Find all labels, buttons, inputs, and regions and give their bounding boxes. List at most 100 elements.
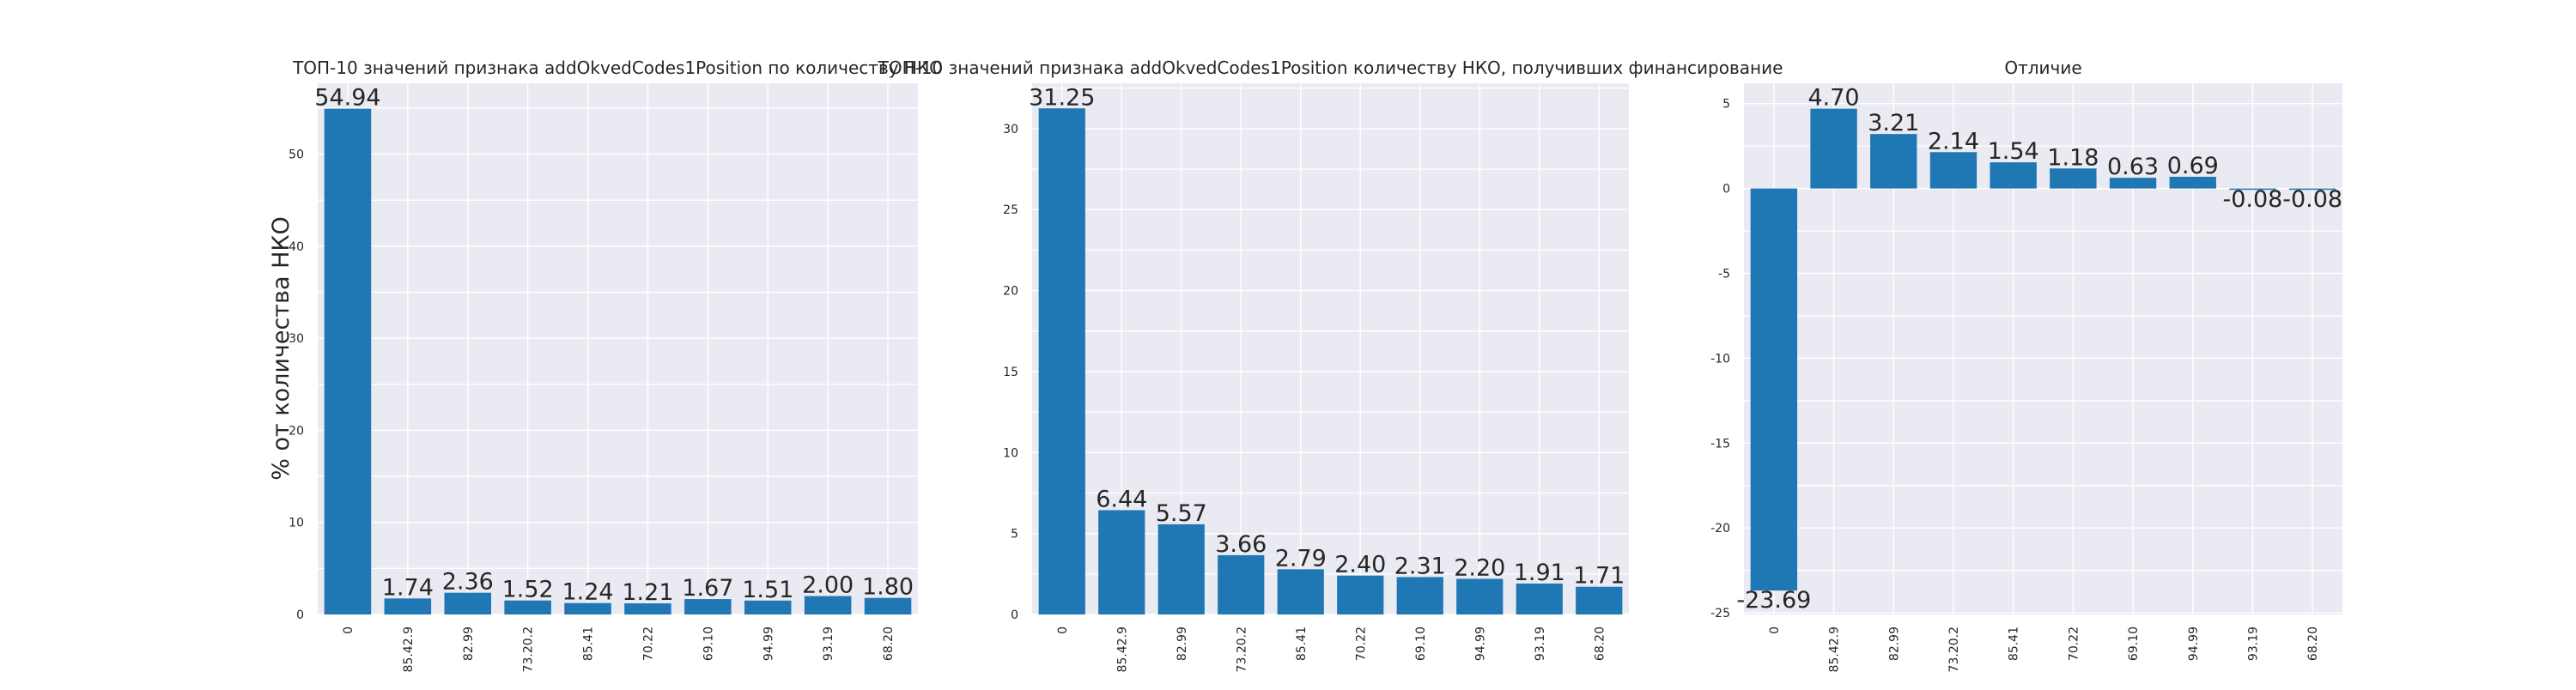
bar [384, 598, 432, 614]
bar-value-label: 1.51 [742, 577, 793, 603]
x-tick-label: 93.19 [822, 626, 835, 661]
bar [1576, 586, 1623, 614]
chart-panel-2: 31.25 6.44 5.57 3.66 2.79 2.40 2.31 2.20 1.91 1.7… [878, 58, 1783, 672]
x-tick-label: 69.10 [1414, 626, 1428, 661]
bar-value-label: 5.57 [1156, 500, 1207, 527]
chart-panel-3: -23.694.703.212.14 1.54 1.18 0.63 0.69-0.08-… [1710, 58, 2342, 672]
y-tick-label: 30 [289, 332, 304, 346]
bar-value-label: 3.21 [1868, 110, 1919, 136]
x-tick-label: 93.19 [1534, 626, 1547, 661]
x-tick-label: 70.22 [1354, 626, 1368, 661]
y-tick-label: 40 [289, 240, 304, 254]
x-tick-label: 85.41 [582, 626, 596, 661]
bar [1456, 578, 1504, 614]
bar-value-label: 2.14 [1928, 128, 1979, 154]
x-tick-label: 85.42.9 [402, 626, 416, 672]
x-tick-label: 94.99 [762, 626, 775, 661]
bar [1098, 510, 1145, 614]
bar-value-label: 1.74 [382, 574, 434, 601]
bar-value-label: 31.25 [1029, 84, 1095, 111]
x-tick-label: 70.22 [641, 626, 655, 661]
bar-value-label: 1.91 [1514, 560, 1565, 586]
x-tick-label: 85.42.9 [1828, 626, 1842, 672]
y-tick-label: -5 [1718, 267, 1730, 281]
bar [2050, 168, 2097, 189]
y-tick-label: 0 [296, 608, 304, 622]
y-tick-label: 0 [1011, 608, 1018, 622]
bar [1516, 583, 1563, 614]
x-tick-label: 85.42.9 [1115, 626, 1129, 672]
chart-title: Отличие [2004, 58, 2081, 78]
bar-value-label: 2.40 [1334, 552, 1386, 578]
x-tick-label: 94.99 [1473, 626, 1487, 661]
plot-area [318, 83, 918, 614]
bar [324, 108, 372, 614]
bar-value-label: 1.52 [502, 577, 554, 603]
x-tick-label: 82.99 [1887, 626, 1901, 661]
bar-value-label: 1.18 [2047, 144, 2099, 171]
bar-value-label: 0.63 [2107, 154, 2159, 180]
x-tick-label: 85.41 [2008, 626, 2021, 661]
x-tick-label: 69.10 [702, 626, 715, 661]
bar [1990, 162, 2037, 189]
x-tick-label: 0 [342, 626, 355, 634]
bar [684, 599, 732, 614]
x-tick-label: 73.20.2 [522, 626, 536, 672]
x-tick-label: 82.99 [462, 626, 476, 661]
bar [744, 600, 792, 614]
y-tick-label: -10 [1710, 352, 1730, 366]
y-tick-label: 15 [1003, 366, 1018, 379]
y-tick-label: 0 [1722, 183, 1730, 197]
bar [804, 596, 852, 614]
bar-value-label: 2.20 [1454, 554, 1505, 581]
bar [2109, 178, 2157, 189]
bar [504, 600, 551, 614]
bar-value-label: 2.00 [802, 572, 854, 599]
bar-value-label: 1.71 [1573, 563, 1625, 590]
y-tick-label: -20 [1710, 522, 1730, 536]
bar [1396, 577, 1443, 614]
bar-value-label: 4.70 [1807, 85, 1859, 112]
bar [1218, 554, 1265, 614]
x-tick-label: 68.20 [882, 626, 896, 661]
x-tick-label: 70.22 [2067, 626, 2081, 661]
bar [1277, 569, 1324, 614]
bar [2229, 188, 2276, 191]
x-tick-label: 68.20 [2306, 626, 2320, 661]
bar-value-label: 3.66 [1215, 531, 1267, 558]
y-tick-label: 20 [289, 424, 304, 438]
bar-value-label: 1.54 [1988, 138, 2039, 165]
x-tick-label: 82.99 [1176, 626, 1189, 661]
bar [2288, 188, 2336, 191]
bar-value-label: -23.69 [1736, 587, 1811, 614]
y-tick-label: 5 [1011, 528, 1018, 542]
bar-value-label: 0.69 [2167, 153, 2219, 179]
bar-value-label: 1.80 [862, 574, 914, 601]
bar-value-label: -0.08 [2282, 186, 2342, 213]
bar-value-label: 1.67 [682, 575, 733, 602]
chart-panel-1: 54.94 1.74 2.36 1.52 1.24 1.21 1.67 1.51 2.00 1.8… [289, 58, 943, 672]
bar [864, 597, 912, 614]
bar-value-label: 2.79 [1275, 545, 1327, 572]
bar [1038, 108, 1085, 614]
bar-value-label: 1.24 [562, 579, 613, 606]
bar-value-label: 2.36 [442, 569, 494, 596]
x-tick-label: 0 [1768, 626, 1782, 634]
x-tick-label: 93.19 [2246, 626, 2260, 661]
bar-value-label: 54.94 [314, 85, 380, 112]
y-tick-label: 10 [289, 517, 304, 530]
bar-value-label: -0.08 [2223, 186, 2283, 213]
bar-value-label: 1.21 [622, 579, 673, 606]
y-tick-label: -25 [1710, 607, 1730, 620]
y-tick-label: 10 [1003, 446, 1018, 460]
y-tick-label: -15 [1710, 437, 1730, 451]
x-tick-label: 0 [1056, 626, 1070, 634]
bar [2169, 176, 2216, 189]
y-tick-label: 20 [1003, 285, 1018, 299]
bar [1157, 524, 1205, 614]
y-tick-label: 50 [289, 148, 304, 162]
x-tick-label: 94.99 [2187, 626, 2201, 661]
bar [444, 592, 492, 614]
chart-title: ТОП-10 значений признака addOkvedCodes1P… [878, 58, 1783, 78]
